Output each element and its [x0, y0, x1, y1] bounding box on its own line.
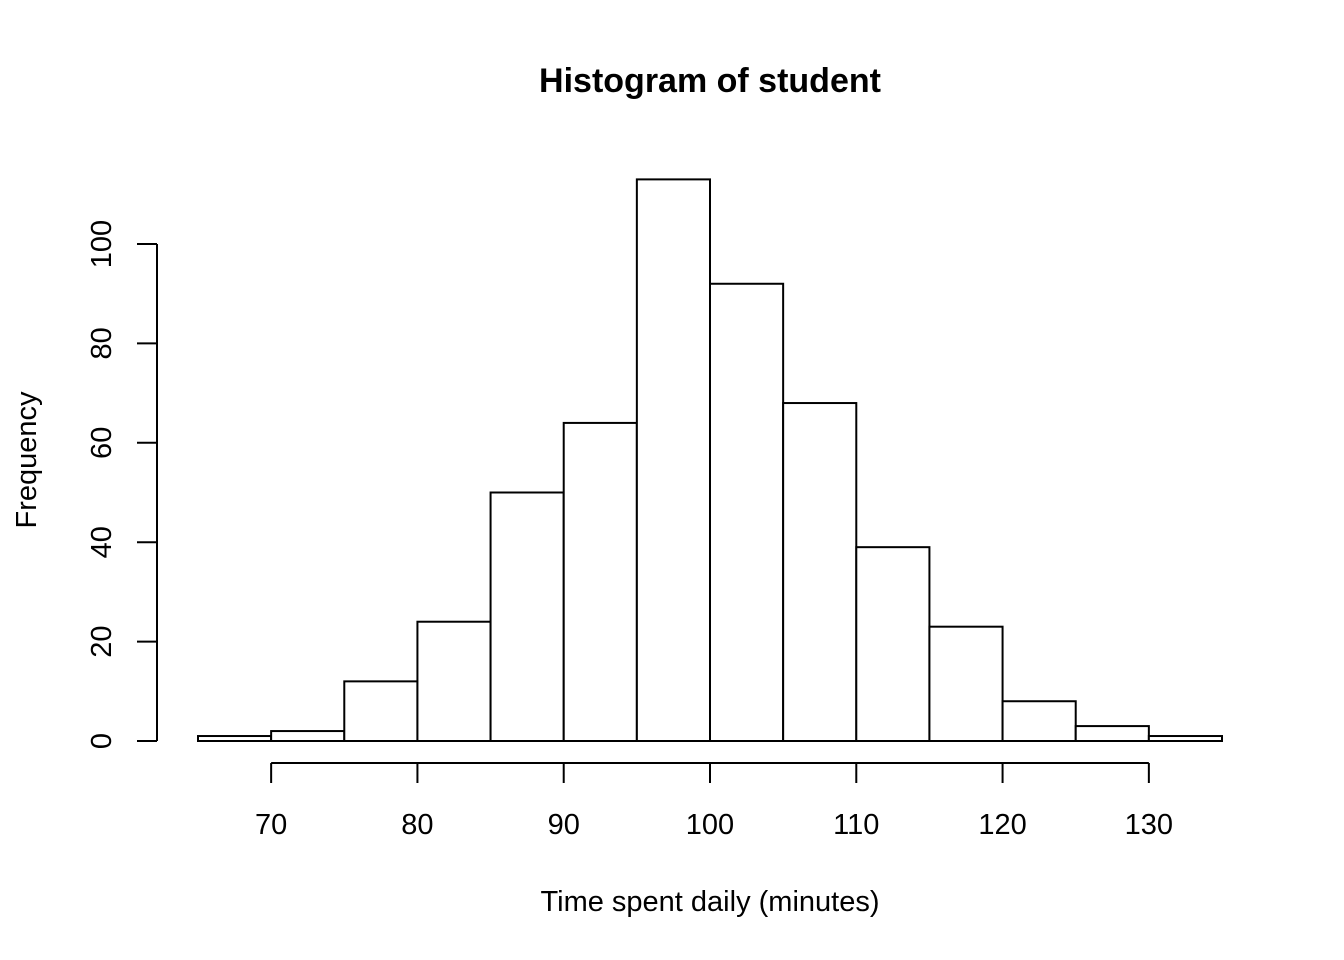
- chart-title: Histogram of student: [539, 62, 881, 100]
- bar-80-85: [416, 620, 492, 742]
- y-tick-label-100: 100: [86, 220, 118, 268]
- x-tick-label-130: 130: [1125, 809, 1173, 841]
- bar-115-120: [928, 625, 1004, 742]
- y-tick-label-40: 40: [86, 526, 118, 558]
- x-axis-label: Time spent daily (minutes): [541, 886, 880, 918]
- bar-90-95: [562, 421, 638, 742]
- bar-105-110: [782, 402, 858, 742]
- x-tick-label-100: 100: [686, 809, 734, 841]
- bar-130-135: [1147, 735, 1224, 743]
- bar-100-105: [709, 282, 785, 742]
- x-tick-label-70: 70: [255, 809, 287, 841]
- bar-75-80: [343, 680, 419, 742]
- x-tick-label-120: 120: [978, 809, 1026, 841]
- y-tick-label-60: 60: [86, 427, 118, 459]
- x-axis: 70 80 90 100 110 120 130: [255, 762, 1173, 841]
- bar-65-70: [197, 735, 273, 743]
- y-tick-label-80: 80: [86, 327, 118, 359]
- x-tick-label-90: 90: [548, 809, 580, 841]
- bar-85-90: [489, 491, 565, 742]
- x-tick-label-110: 110: [833, 809, 879, 841]
- bar-125-130: [1074, 725, 1150, 743]
- bar-110-115: [855, 546, 931, 742]
- bars-group: [197, 178, 1224, 743]
- bar-120-125: [1001, 700, 1077, 742]
- y-axis-label: Frequency: [11, 391, 43, 529]
- x-tick-label-80: 80: [401, 809, 433, 841]
- bar-95-100: [635, 178, 711, 742]
- bar-70-75: [270, 730, 346, 742]
- y-tick-label-20: 20: [86, 625, 118, 657]
- y-axis: 0 20 40 60 80 100: [86, 220, 158, 749]
- y-tick-label-0: 0: [86, 733, 118, 749]
